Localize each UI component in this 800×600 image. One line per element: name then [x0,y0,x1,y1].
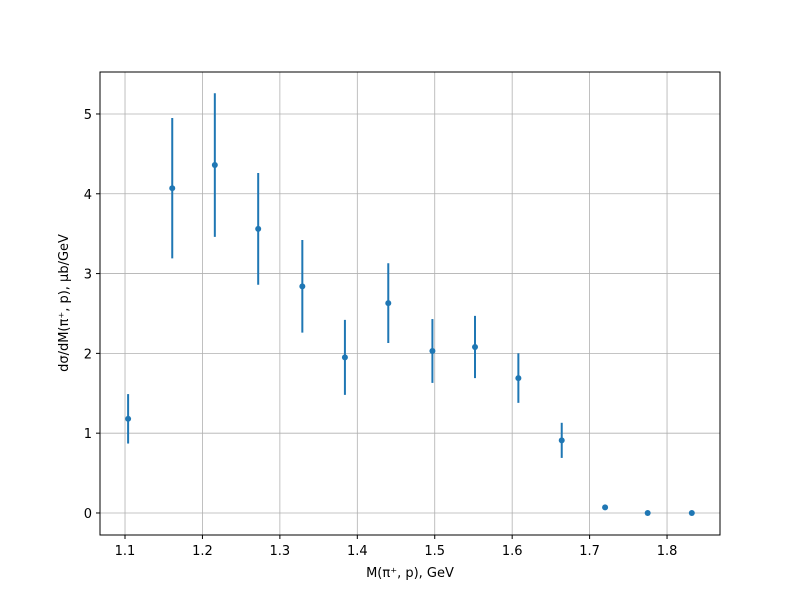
y-tick-label: 3 [84,268,92,283]
y-tick-label: 4 [84,188,92,203]
data-point [169,185,176,192]
plot-frame [99,71,721,536]
x-tick-label: 1.2 [192,544,213,559]
y-axis-label: dσ/dM(π⁺, p), μb/GeV [57,234,72,372]
x-axis-label: M(π⁺, p), GeV [366,566,454,581]
x-tick-label: 1.1 [115,544,136,559]
data-point [255,225,262,232]
x-tick-label: 1.4 [347,544,368,559]
data-point [385,300,392,307]
data-point [602,504,609,511]
data-point [299,283,306,290]
x-tick-label: 1.7 [579,544,600,559]
y-tick-label: 5 [84,108,92,123]
data-point [125,415,132,422]
data-point [429,347,436,354]
x-tick-label: 1.6 [502,544,523,559]
y-tick-label: 0 [84,507,92,522]
data-point [515,375,522,382]
x-tick-label: 1.3 [270,544,291,559]
y-tick-label: 1 [84,427,92,442]
data-point [558,437,565,444]
data-point [644,509,651,516]
y-tick-label: 2 [84,347,92,362]
data-point [472,343,479,350]
data-point [341,354,348,361]
data-point [688,509,695,516]
x-tick-label: 1.8 [657,544,678,559]
x-tick-label: 1.5 [424,544,445,559]
data-point [211,162,218,169]
